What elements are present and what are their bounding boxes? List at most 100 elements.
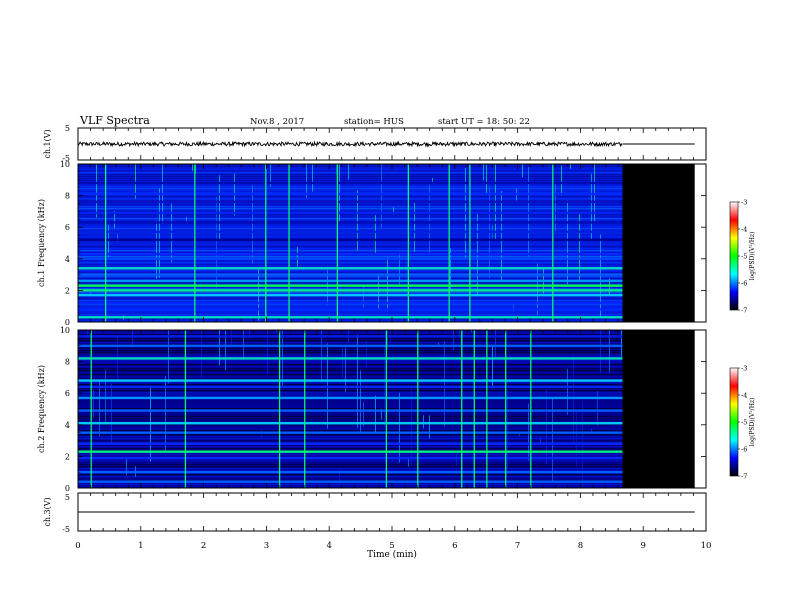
x-tick-label: 7 [515,541,520,551]
spectrogram-speckle [567,369,568,415]
ch1-spectrogram-panel: 0 2 4 6 8 10 ch.1 Frequency (kHz) [37,160,707,327]
spectrogram-row [78,320,623,322]
spectrogram-speckle [393,207,394,215]
spectrogram-row [78,186,623,188]
spectrogram-spike [336,164,339,322]
spectrogram-speckle [609,278,610,297]
spectrogram-speckle [411,386,412,467]
spectrogram-spike [407,164,409,322]
spectrogram-row [78,360,623,362]
spectrogram-row [78,368,623,370]
spectrogram-row [78,424,623,426]
spectrogram-speckle [591,173,592,242]
spectrogram-speckle [156,221,157,279]
spectrogram-speckle [93,389,94,418]
spectrogram-band [78,344,623,347]
y-tick-label: 10 [60,160,70,169]
spectrogram-row [78,226,623,228]
spectrogram-row [78,176,623,178]
ch3-waveform-ticks [77,493,707,531]
spectrogram-spike [184,330,187,488]
spectrogram-speckle [501,191,502,283]
spectrogram-speckle [165,376,166,451]
figure-title: VLF Spectra [79,114,150,127]
spectrogram-speckle [429,184,430,253]
spectrogram-row [78,468,623,470]
spectrogram-row [78,266,623,268]
spectrogram-band [78,301,623,305]
colorbar-bar [729,367,739,477]
spectrogram-row [78,362,623,364]
station-label: station= HUS [344,117,404,127]
y-tick-label: 2 [65,286,70,295]
spectrogram-band [78,289,623,292]
spectrogram-row [78,208,623,210]
x-axis-tick-labels: 0 1 2 3 4 5 6 7 8 9 10 [75,541,711,551]
x-tick-label: 0 [75,541,80,551]
ch3-waveform-panel: 5 -5 ch.3(V) [43,492,707,534]
spectrogram-speckle [201,330,202,378]
spectrogram-speckle [297,246,298,267]
spectrogram-row [78,484,623,486]
colorbar-tick-label: -4 [741,226,747,234]
colorbar-tick-label: -3 [741,365,747,373]
spectrogram-row [78,210,623,212]
spectrogram-row [78,464,623,466]
spectrogram-row [78,242,623,244]
spectrogram-row [78,206,623,208]
y-tick-label: 4 [65,255,70,264]
spectrogram-row [78,470,623,472]
spectrogram-row [78,352,623,354]
spectrogram-row [78,300,623,302]
spectrogram-speckle [276,330,277,333]
ch1-spectrogram-ylabel: ch.1 Frequency (kHz) [37,199,46,287]
spectrogram-speckle [219,330,220,366]
spectrogram-row [78,334,623,336]
spectrogram-band [78,293,623,297]
spectrogram-row [78,400,623,402]
spectrogram-row [78,460,623,462]
spectrogram-spike [552,164,554,322]
spectrogram-row [78,296,623,298]
spectrogram-row [78,196,623,198]
spectrogram-row [78,282,623,284]
colorbar-tick-label: -6 [741,280,747,288]
x-tick-label: 5 [389,541,394,551]
ch1-spectrogram-yticks: 0 2 4 6 8 10 [60,160,706,327]
spectrogram-speckle [462,330,463,379]
spectrogram-speckle [219,175,220,240]
spectrogram-row [78,374,623,376]
spectrogram-speckle [357,190,358,251]
spectrogram-row [78,456,623,458]
spectrogram-speckle [243,330,244,359]
spectrogram-speckle [192,164,193,171]
spectrogram-row [78,394,623,396]
spectrogram-row [78,178,623,180]
colorbar-tick-label: -3 [741,199,747,207]
spectrogram-spike [90,330,92,488]
ch1-spectrogram-image [77,163,707,323]
ch1-waveform-trace [77,140,695,148]
spectrogram-speckle [306,164,307,198]
x-tick-label: 10 [701,541,712,551]
spectrogram-band [78,284,623,287]
spectrogram-band [78,192,623,196]
spectrogram-row [78,236,623,238]
spectrogram-speckle [249,330,250,339]
spectrogram-row [78,402,623,404]
spectrogram-spike [105,164,107,322]
spectrogram-speckle [225,330,226,371]
spectrogram-speckle [87,330,88,339]
spectrogram-speckle [423,415,424,429]
spectrogram-row [78,314,623,316]
y-tick-label: 6 [65,389,70,398]
spectrogram-row [78,170,623,172]
spectrogram-speckle [363,401,364,427]
spectrogram-band [78,273,623,276]
spectrogram-spike [304,330,306,488]
spectrogram-speckle [375,215,376,253]
y-tick-label: 4 [65,421,70,430]
spectrogram-spike [194,164,196,322]
x-tick-label: 3 [264,541,269,551]
spectrogram-row [78,474,623,476]
